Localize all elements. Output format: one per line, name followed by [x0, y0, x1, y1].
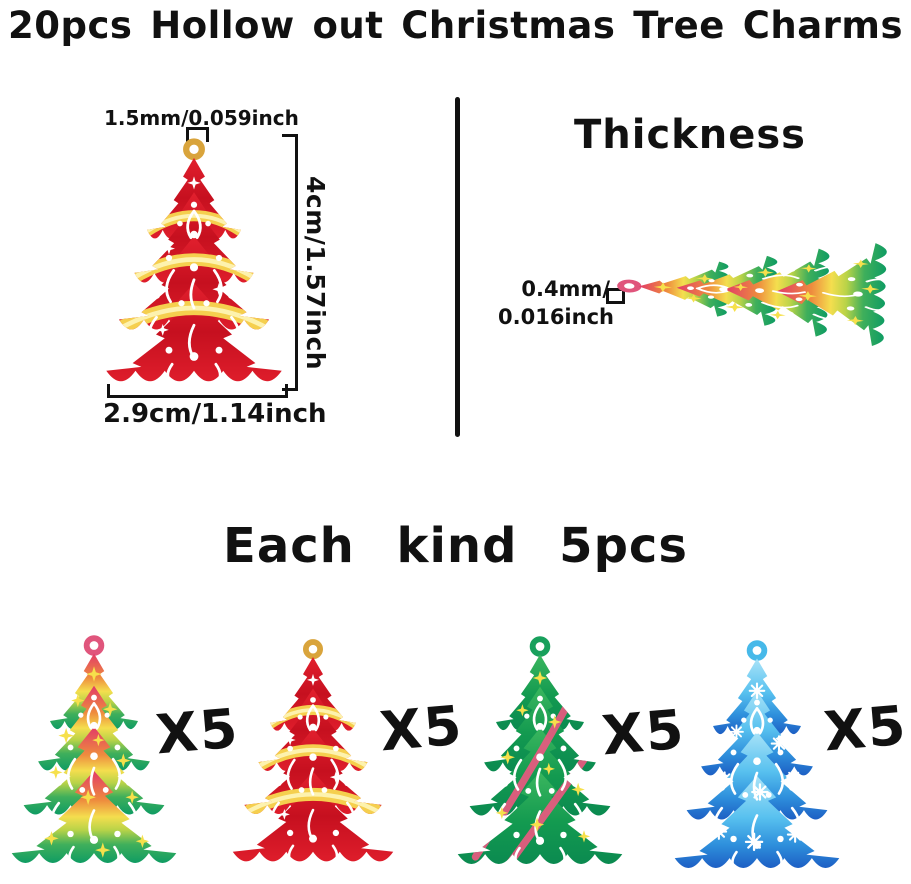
kinds-heading: Each kind 5pcs [223, 518, 688, 574]
count-label-blue: X5 [821, 693, 910, 764]
width-label: 2.9cm/1.14inch [103, 399, 327, 429]
thickness-value-label: 0.4mm/ 0.016inch [498, 275, 614, 332]
thickness-heading: Thickness [573, 112, 806, 158]
thickness-value-line1: 0.4mm/ [521, 277, 610, 301]
thickness-tree-image [613, 231, 902, 351]
height-bracket-icon [282, 134, 298, 391]
width-bracket-icon [107, 384, 288, 398]
panel-divider [455, 97, 460, 437]
measured-red-tree-charm-image [100, 136, 288, 394]
hole-size-bracket-icon [186, 127, 209, 142]
height-label: 4cm/1.57inch [301, 176, 330, 371]
tilted-rainbow-tree-charm-image [613, 231, 902, 351]
green-pink-ribbon-tree-charm-image [452, 634, 628, 876]
rainbow-gradient-tree-charm-image [6, 633, 182, 875]
thickness-value-line2: 0.016inch [498, 305, 614, 330]
thickness-marker-icon [606, 288, 625, 304]
red-gold-garland-tree-charm-image [227, 637, 399, 873]
hole-size-label: 1.5mm/0.059inch [104, 106, 299, 130]
blue-snowflake-tree-charm-image [669, 638, 845, 880]
page-title: 20pcs Hollow out Christmas Tree Charms [8, 4, 903, 47]
